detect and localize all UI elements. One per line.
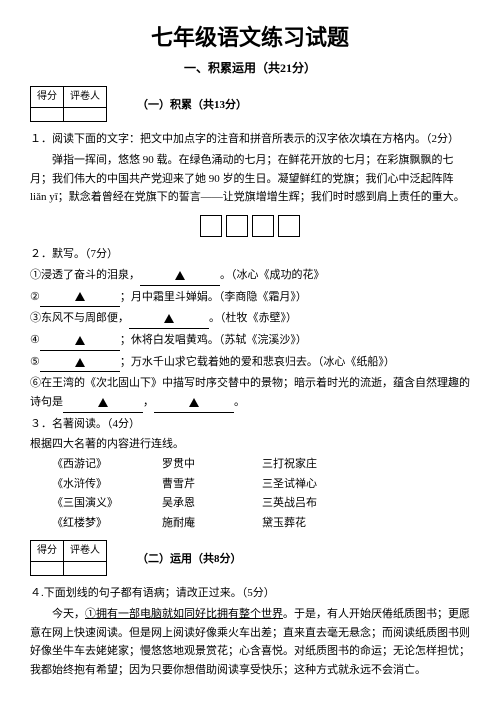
- score-row-2: 得分 评卷人 （二）运用（共8分）: [30, 540, 470, 578]
- score-cell-blank: [31, 562, 64, 576]
- answer-boxes: [30, 215, 470, 237]
- q2-5-pre: ⑤: [30, 356, 40, 368]
- score-table-2: 得分 评卷人: [30, 540, 107, 576]
- match-author: 施耐庵: [162, 515, 262, 533]
- q2-1-post: 。（冰心《成功的花》: [220, 269, 325, 281]
- triangle-icon: [164, 314, 174, 323]
- blank: [63, 393, 143, 413]
- triangle-icon: [98, 398, 108, 407]
- triangle-icon: [75, 292, 85, 301]
- triangle-icon: [175, 271, 185, 280]
- match-author: 曹雪芹: [162, 476, 262, 494]
- subsection-1-title: （一）积累（共13分）: [137, 97, 247, 115]
- match-event: 黛玉葬花: [262, 515, 362, 533]
- blank: [40, 288, 120, 308]
- q2-3: ③东风不与周郎便， 。（杜牧《赤壁》）: [30, 309, 470, 329]
- triangle-icon: [75, 358, 85, 367]
- blank: [40, 331, 120, 351]
- q2-6-end: 。: [234, 396, 245, 408]
- q4-body: 今天，①拥有一部电脑就如同好比拥有整个世界。于是，有人开始厌倦纸质图书；更愿意在…: [30, 605, 470, 680]
- match-row: 《红楼梦》 施耐庵 黛玉葬花: [30, 515, 470, 533]
- blank: [129, 309, 209, 329]
- q2-1-pre: ①浸透了奋斗的泪泉，: [30, 269, 140, 281]
- subsection-2-title: （二）运用（共8分）: [137, 551, 242, 569]
- q2-3-pre: ③东风不与周郎便，: [30, 312, 129, 324]
- q2-3-post: 。（杜牧《赤壁》）: [209, 312, 297, 324]
- triangle-icon: [189, 398, 199, 407]
- q2-6: ⑥在王湾的《次北固山下》中描写时序交替中的景物；暗示着时光的流逝，蕴含自然理趣的…: [30, 374, 470, 412]
- match-event: 三打祝家庄: [262, 456, 362, 474]
- q2-2-pre: ②: [30, 291, 40, 303]
- q2-4: ④ ；休将白发唱黄鸡。（苏轼《浣溪沙》）: [30, 331, 470, 351]
- blank: [40, 353, 120, 373]
- q4-body-a: 今天，: [52, 608, 85, 620]
- match-row: 《水浒传》 曹雪芹 三圣试禅心: [30, 476, 470, 494]
- q2-label: ２．默写。（7分）: [30, 245, 470, 264]
- score-cell-blank: [64, 562, 107, 576]
- match-event: 三圣试禅心: [262, 476, 362, 494]
- q2-2: ② ；月中霜里斗婵娟。（李商隐《霜月》）: [30, 288, 470, 308]
- blank: [140, 266, 220, 286]
- answer-box: [200, 215, 222, 237]
- answer-box: [226, 215, 248, 237]
- q3-sub: 根据四大名著的内容进行连线。: [30, 435, 470, 454]
- q2-4-pre: ④: [30, 334, 40, 346]
- q2-5-post: ；万水千山求它载着她的爱和悲哀归去。（冰心《纸船》）: [120, 356, 395, 368]
- match-book: 《水浒传》: [52, 476, 162, 494]
- match-row: 《西游记》 罗贯中 三打祝家庄: [30, 456, 470, 474]
- score-cell-blank: [31, 108, 64, 122]
- blank: [154, 393, 234, 413]
- match-author: 吴承恩: [162, 495, 262, 513]
- score-row-1: 得分 评卷人 （一）积累（共13分）: [30, 86, 470, 124]
- score-header-defen: 得分: [31, 87, 64, 108]
- score-cell-blank: [64, 108, 107, 122]
- q1-label: １．阅读下面的文字：把文中加点字的注音和拼音所表示的汉字依次填在方格内。（2分）: [30, 130, 470, 149]
- q2-4-post: ；休将白发唱黄鸡。（苏轼《浣溪沙》）: [120, 334, 307, 346]
- score-header-pingjuan: 评卷人: [64, 87, 107, 108]
- answer-box: [278, 215, 300, 237]
- match-author: 罗贯中: [162, 456, 262, 474]
- q2-5: ⑤ ；万水千山求它载着她的爱和悲哀归去。（冰心《纸船》）: [30, 353, 470, 373]
- q2-2-post: ；月中霜里斗婵娟。（李商隐《霜月》）: [120, 291, 307, 303]
- match-row: 《三国演义》 吴承恩 三英战吕布: [30, 495, 470, 513]
- q3-label: ３．名著阅读。（4分）: [30, 415, 470, 434]
- match-book: 《西游记》: [52, 456, 162, 474]
- q2-1: ①浸透了奋斗的泪泉， 。（冰心《成功的花》: [30, 266, 470, 286]
- q2-6-comma: ，: [143, 396, 154, 408]
- answer-box: [252, 215, 274, 237]
- match-event: 三英战吕布: [262, 495, 362, 513]
- match-book: 《红楼梦》: [52, 515, 162, 533]
- main-title: 七年级语文练习试题: [30, 20, 470, 55]
- score-header-defen: 得分: [31, 541, 64, 562]
- q4-underlined: ①拥有一部电脑就如同好比拥有整个世界: [85, 608, 283, 620]
- score-header-pingjuan: 评卷人: [64, 541, 107, 562]
- section-1-title: 一、积累运用（共21分）: [30, 59, 470, 78]
- score-table-1: 得分 评卷人: [30, 86, 107, 122]
- q1-body: 弹指一挥间，悠悠 90 载。在绿色涌动的七月；在鲜花开放的七月；在彩旗飘飘的七月…: [30, 151, 470, 207]
- match-book: 《三国演义》: [52, 495, 162, 513]
- triangle-icon: [75, 336, 85, 345]
- q4-label: ４.下面划线的句子都有语病；请改正过来。（5分）: [30, 584, 470, 603]
